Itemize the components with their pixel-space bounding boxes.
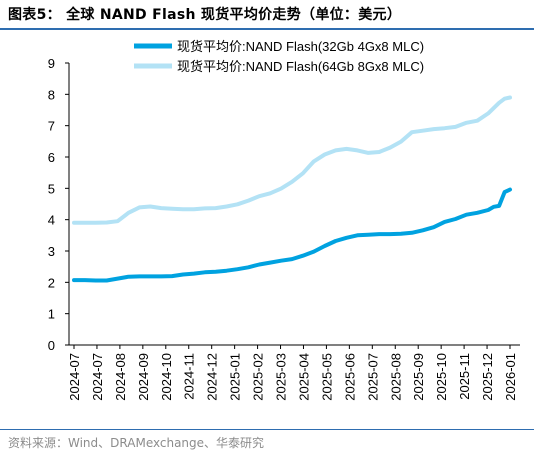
x-tick-label: 2025-03 [274,353,289,401]
x-tick-label: 2025-05 [319,353,334,401]
chart-axes: 0 1 2 3 4 5 6 7 8 9 2024-07 2024-07 2024-08 2024-09 20… [48,56,520,401]
y-tick-label: 7 [48,119,55,134]
x-tick-label: 2025-08 [388,353,403,401]
series-line [72,95,512,225]
y-tick-label: 2 [48,275,55,290]
x-tick-label: 2025-01 [228,353,243,401]
x-tick-label: 2025-07 [365,353,380,401]
nand-flash-price-chart: 0 1 2 3 4 5 6 7 8 9 2024-07 2024-07 2024-08 2024-09 20… [48,39,520,401]
x-tick-label: 2024-07 [67,353,82,401]
x-tick-label: 2024-11 [182,353,197,400]
y-tick-label: 3 [48,244,55,259]
x-tick-label: 2025-09 [411,353,426,401]
x-tick-label: 2025-11 [457,353,472,400]
x-tick-label: 2026-01 [503,353,518,401]
y-tick-label: 5 [48,181,55,196]
x-tick-label: 2025-04 [296,353,311,401]
legend-label: 现货平均价:NAND Flash(64Gb 8Gx8 MLC) [177,59,424,74]
x-tick-label: 2025-10 [434,353,449,401]
x-tick-label: 2024-08 [113,353,128,401]
figure-title: 图表5： 全球 NAND Flash 现货平均价走势（单位：美元） [8,7,402,23]
x-tick-label: 2025-06 [342,353,357,401]
x-tick-label: 2024-09 [136,353,151,401]
y-tick-label: 6 [48,150,55,165]
y-tick-label: 9 [48,56,55,71]
legend-label: 现货平均价:NAND Flash(32Gb 4Gx8 MLC) [177,39,424,54]
x-tick-label: 2024-07 [90,353,105,401]
y-tick-label: 0 [48,338,55,353]
chart-lines [72,95,512,283]
x-tick-label: 2025-12 [480,353,495,401]
chart-legend: 现货平均价:NAND Flash(32Gb 4Gx8 MLC) 现货平均价:NAN… [134,39,424,74]
y-tick-label: 1 [48,307,55,322]
y-tick-label: 8 [48,87,55,102]
y-tick-label: 4 [48,213,55,228]
source-note: 资料来源：Wind、DRAMexchange、华泰研究 [8,436,265,450]
title-divider [0,28,534,30]
x-tick-label: 2024-10 [159,353,174,401]
x-tick-label: 2024-12 [205,353,220,401]
x-tick-label: 2025-02 [251,353,266,401]
series-line [72,187,512,283]
source-divider [0,429,534,430]
